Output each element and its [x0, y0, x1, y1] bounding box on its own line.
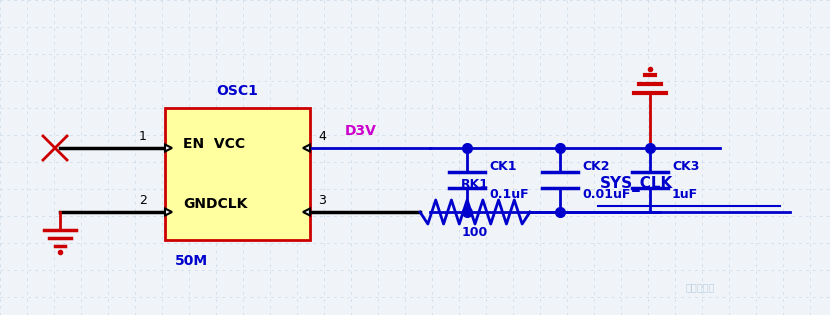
Text: 0.1uF: 0.1uF	[489, 187, 529, 201]
Text: 电子发烧友: 电子发烧友	[686, 282, 715, 292]
Text: 1: 1	[139, 130, 147, 143]
Text: RK1: RK1	[461, 178, 489, 191]
Text: 0.01uF: 0.01uF	[582, 187, 630, 201]
Text: CK3: CK3	[672, 159, 700, 173]
Polygon shape	[165, 145, 172, 152]
Text: CK2: CK2	[582, 159, 609, 173]
Text: 1uF: 1uF	[672, 187, 698, 201]
Text: D3V: D3V	[345, 124, 377, 138]
Polygon shape	[303, 209, 310, 215]
Bar	[165, 108, 310, 240]
Text: 4: 4	[318, 130, 326, 143]
Text: CK1: CK1	[489, 159, 516, 173]
Polygon shape	[165, 209, 172, 215]
Polygon shape	[303, 145, 310, 152]
Text: 3: 3	[318, 194, 326, 207]
Text: 2: 2	[139, 194, 147, 207]
Text: OSC1: OSC1	[217, 84, 258, 98]
Text: 100: 100	[461, 226, 488, 239]
Text: 50M: 50M	[175, 254, 208, 268]
Text: GNDCLK: GNDCLK	[183, 197, 247, 211]
Text: EN  VCC: EN VCC	[183, 137, 245, 151]
Text: SYS_CLK: SYS_CLK	[600, 176, 673, 192]
